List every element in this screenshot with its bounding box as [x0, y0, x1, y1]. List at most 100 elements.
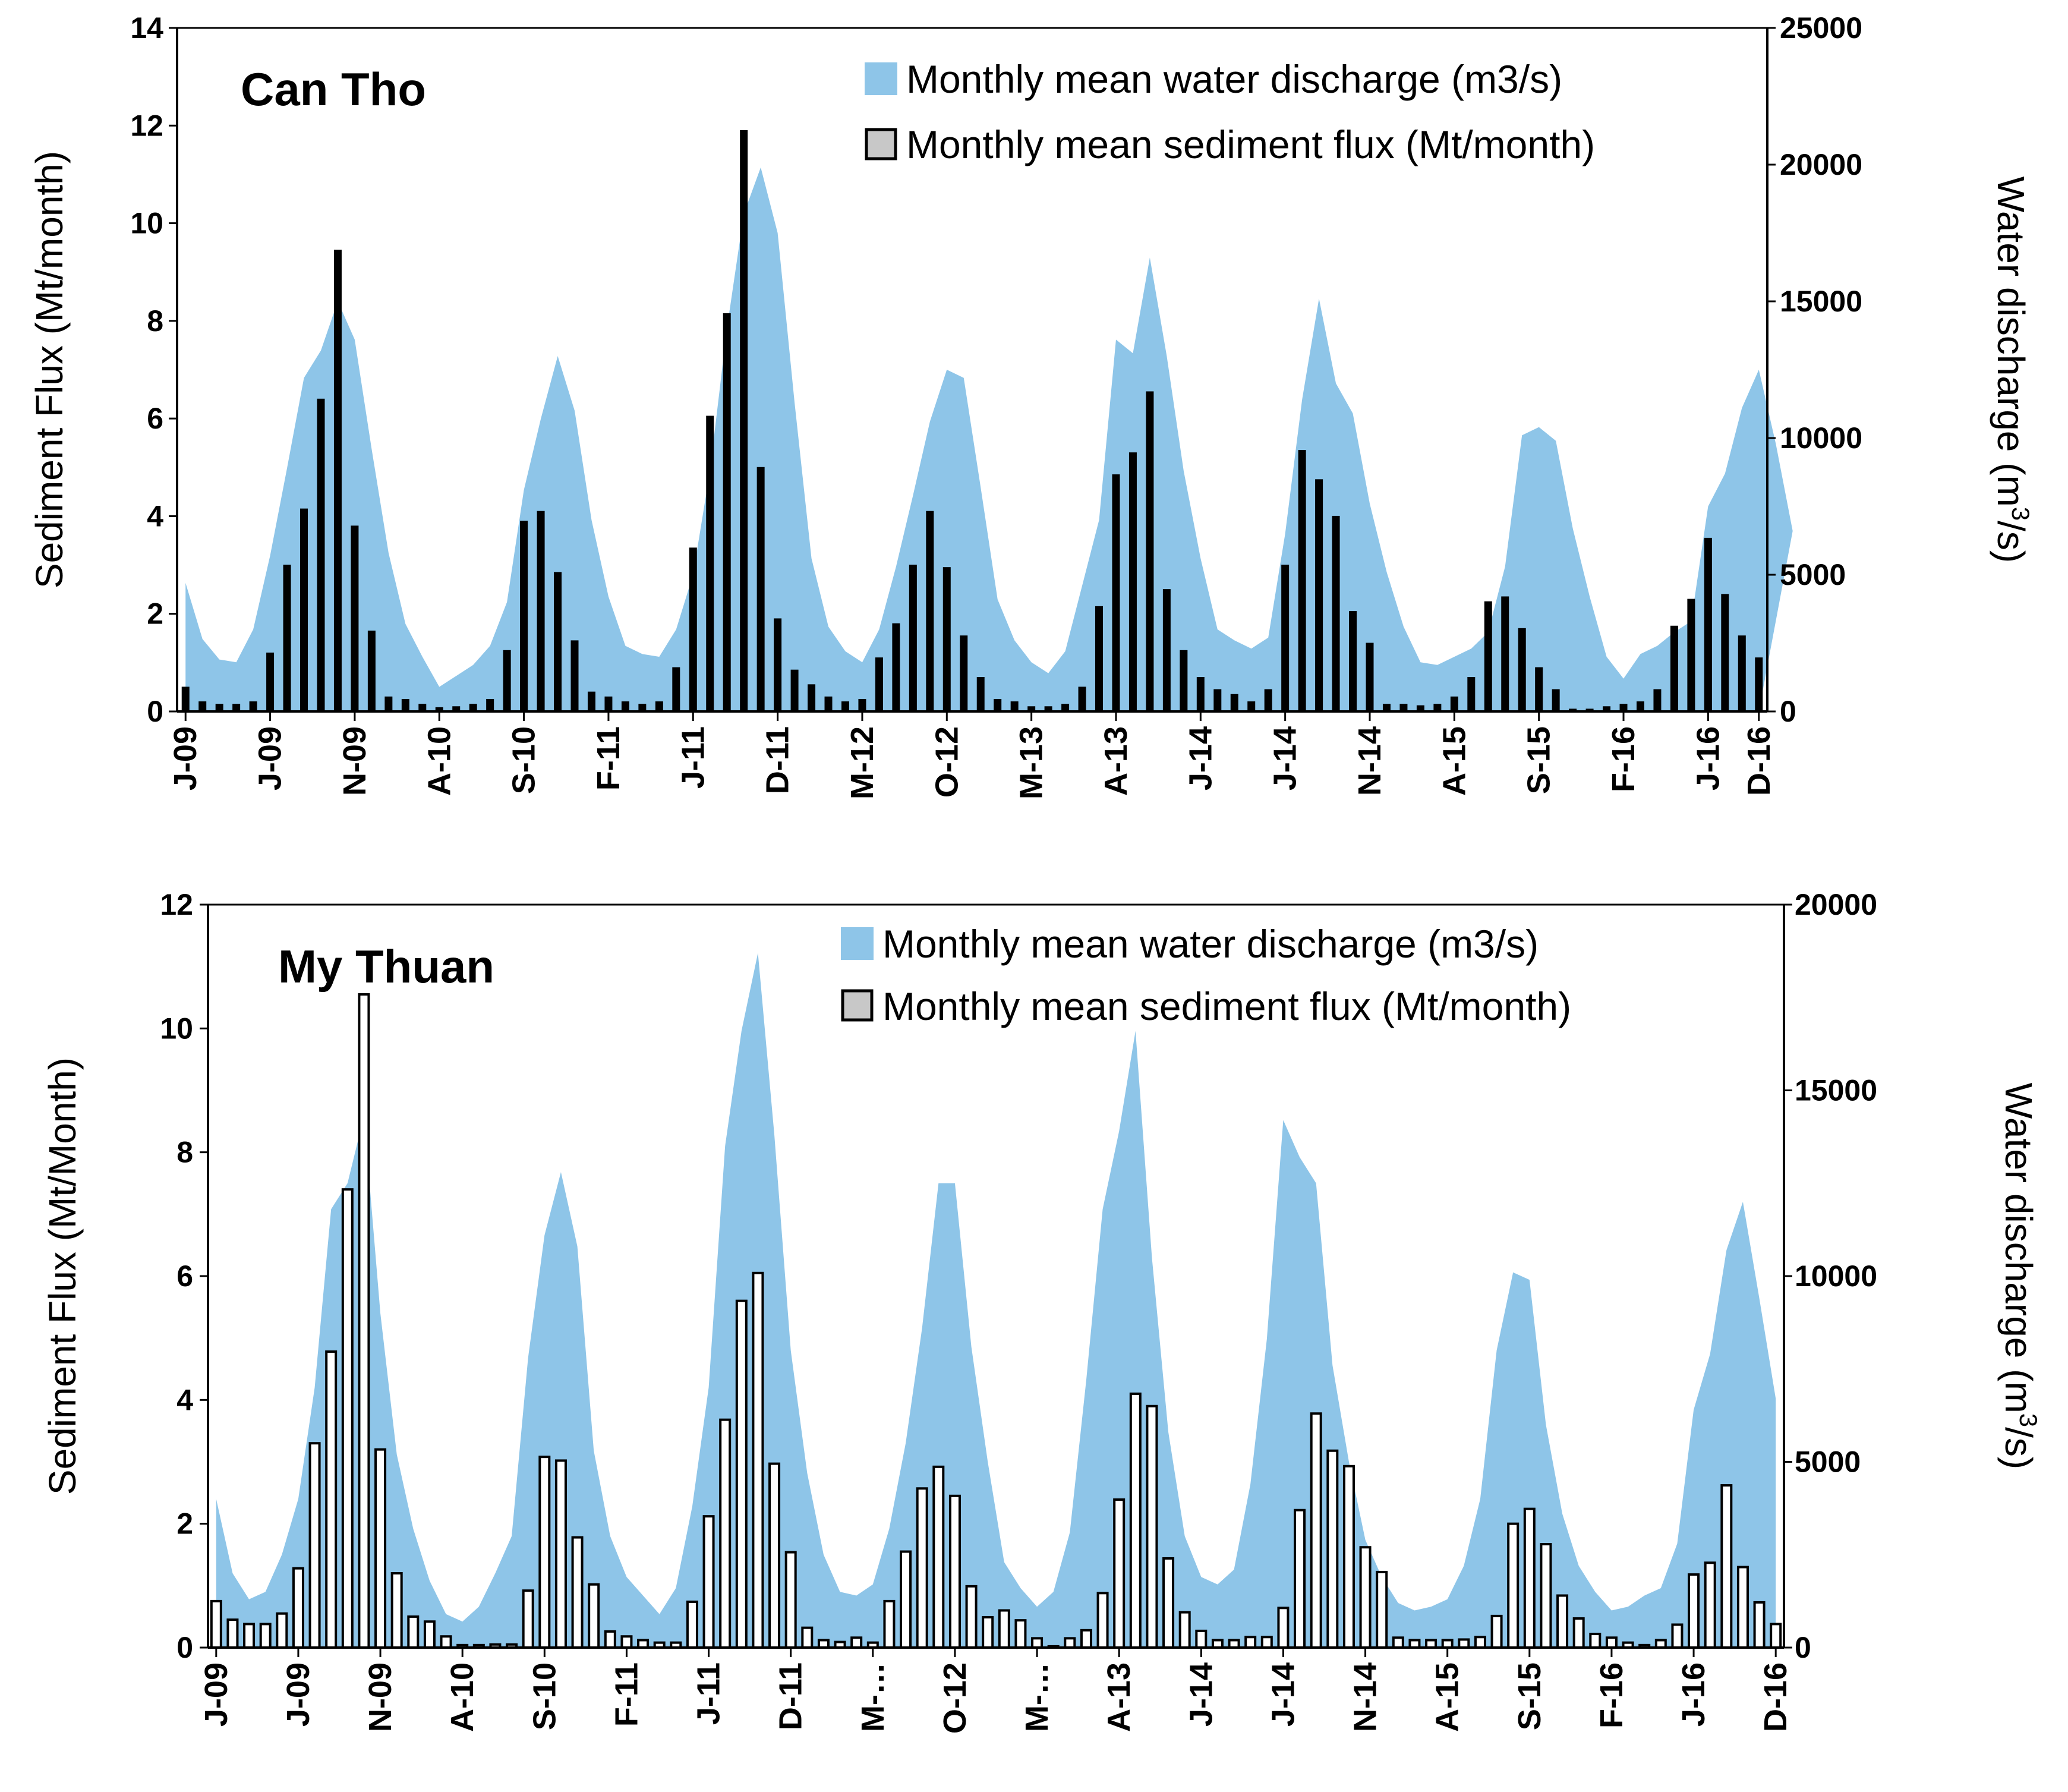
my-thuan-legend-sediment-label: Monthly mean sediment flux (Mt/month) — [882, 984, 1571, 1028]
can-tho-x-tick-label: J-14 — [1268, 726, 1303, 791]
can-tho-sediment-bar-Jan-12 — [790, 669, 799, 712]
can-tho-right-tick-label: 25000 — [1780, 11, 1862, 45]
my-thuan-sediment-bar-Aug-12 — [916, 1487, 928, 1649]
can-tho-sediment-bar-Jul-16 — [1704, 537, 1712, 712]
can-tho-legend-sediment-swatch — [865, 128, 897, 160]
can-tho-sediment-bar-Apr-14 — [1247, 701, 1256, 712]
can-tho-sediment-bar-Aug-15 — [1518, 628, 1526, 712]
can-tho-right-axis-title-suffix: /s) — [1990, 521, 2032, 563]
my-thuan-sediment-bar-Jan-09 — [210, 1599, 222, 1649]
can-tho-legend-discharge-label: Monthly mean water discharge (m3/s) — [906, 57, 1562, 101]
can-tho-x-tick-label: N-14 — [1352, 726, 1388, 796]
my-thuan-sediment-bar-Nov-12 — [965, 1585, 978, 1649]
my-thuan-sediment-bar-Mar-10 — [440, 1635, 452, 1649]
my-thuan-sediment-bar-May-14 — [1260, 1636, 1273, 1649]
can-tho-discharge-area — [185, 167, 1793, 712]
my-thuan-sediment-bar-Dec-09 — [390, 1572, 403, 1649]
my-thuan-x-tick-label: S-15 — [1512, 1662, 1547, 1730]
can-tho-chart: 0 2 4 6 8 10 12 14 0 5000 10000 15000 20000 25000 J-09… — [28, 11, 2035, 799]
can-tho-sediment-bar-Jul-10 — [486, 698, 494, 712]
can-tho-x-tick-label: O-12 — [929, 726, 964, 798]
can-tho-sediment-bar-Aug-10 — [503, 650, 511, 712]
my-thuan-sediment-bar-Feb-09 — [226, 1618, 239, 1649]
my-thuan-sediment-bar-Jul-11 — [702, 1515, 715, 1649]
can-tho-sediment-bar-Apr-12 — [841, 701, 849, 712]
can-tho-sediment-bar-Feb-09 — [198, 701, 207, 712]
can-tho-left-tick-label: 10 — [130, 207, 163, 240]
can-tho-sediment-bar-Jun-15 — [1484, 601, 1492, 712]
my-thuan-x-tick-label: A-13 — [1101, 1662, 1137, 1732]
my-thuan-sediment-bar-Oct-10 — [554, 1459, 567, 1649]
can-tho-right-axis-title-prefix: Water discharge (m — [1990, 177, 2032, 507]
can-tho-x-tick-label: D-16 — [1741, 726, 1777, 796]
my-thuan-chart: 0 2 4 6 8 10 12 0 5000 10000 15000 20000 J-09 J-09 N-0… — [41, 888, 2042, 1734]
my-thuan-x-tick-label: J-16 — [1676, 1662, 1711, 1727]
my-thuan-right-tick-label: 5000 — [1795, 1445, 1861, 1479]
my-thuan-x-tick-label: J-09 — [280, 1662, 316, 1727]
can-tho-x-tick-label: J-09 — [253, 726, 288, 791]
can-tho-sediment-bar-Sep-15 — [1535, 667, 1543, 712]
can-tho-sediment-bar-Nov-11 — [756, 467, 765, 712]
my-thuan-right-axis-title-sup: 3 — [2015, 1413, 2042, 1427]
can-tho-sediment-bar-Jul-09 — [283, 565, 291, 712]
my-thuan-sediment-bar-Jun-13 — [1080, 1629, 1092, 1649]
my-thuan-discharge-area — [216, 953, 1776, 1648]
can-tho-x-tick-label: A-10 — [421, 726, 457, 796]
my-thuan-sediment-bar-Dec-15 — [1572, 1617, 1585, 1649]
my-thuan-sediment-bar-Aug-11 — [719, 1418, 732, 1649]
can-tho-sediment-bar-Jul-15 — [1501, 596, 1509, 712]
my-thuan-sediment-bar-Feb-13 — [1014, 1619, 1027, 1649]
can-tho-sediment-bar-Jun-16 — [1687, 599, 1695, 712]
my-thuan-x-tick-label: F-11 — [609, 1662, 644, 1727]
can-tho-sediment-bar-Aug-14 — [1315, 479, 1323, 712]
can-tho-sediment-bar-Nov-13 — [1162, 589, 1171, 712]
my-thuan-sediment-bar-Dec-12 — [982, 1615, 994, 1649]
can-tho-sediment-bar-Oct-13 — [1146, 391, 1154, 712]
can-tho-sediment-bar-Jun-13 — [1078, 686, 1086, 712]
can-tho-sediment-bar-Jan-13 — [994, 698, 1002, 712]
my-thuan-sediment-bar-Nov-10 — [571, 1536, 584, 1649]
my-thuan-sediment-bar-Jun-12 — [883, 1599, 896, 1649]
my-thuan-sediment-bar-Aug-15 — [1507, 1522, 1520, 1649]
my-thuan-sediment-bar-Sep-12 — [932, 1465, 945, 1649]
can-tho-x-tick-label: N-09 — [337, 726, 373, 796]
can-tho-sediment-bar-Sep-11 — [723, 313, 731, 712]
can-tho-sediment-bar-Jan-09 — [181, 686, 190, 712]
can-tho-sediment-bar-Dec-10 — [570, 640, 579, 712]
my-thuan-sediment-bar-Jan-11 — [604, 1630, 616, 1649]
my-thuan-sediment-bar-Aug-09 — [325, 1350, 338, 1649]
can-tho-sediment-bar-Oct-14 — [1349, 611, 1357, 712]
my-thuan-sediment-bar-Feb-11 — [620, 1635, 633, 1649]
can-tho-sediment-bar-Jul-12 — [892, 623, 900, 712]
my-thuan-sediment-bar-Jul-09 — [308, 1442, 321, 1649]
my-thuan-sediment-bar-Jul-16 — [1688, 1573, 1700, 1649]
my-thuan-sediment-bar-Sep-11 — [735, 1299, 748, 1649]
my-thuan-sediment-bar-Sep-13 — [1129, 1392, 1142, 1649]
my-thuan-sediment-bar-May-15 — [1458, 1638, 1470, 1649]
my-thuan-sediment-bar-Jan-16 — [1589, 1633, 1602, 1649]
can-tho-sediment-bar-Jul-14 — [1298, 450, 1306, 712]
can-tho-left-tick-label: 6 — [147, 402, 163, 435]
my-thuan-station-title: My Thuan — [278, 940, 494, 993]
my-thuan-sediment-bar-Jan-13 — [998, 1609, 1010, 1649]
my-thuan-sediment-bar-Jul-14 — [1294, 1508, 1306, 1649]
can-tho-sediment-bar-Aug-09 — [300, 508, 308, 712]
my-thuan-sediment-bar-Jun-09 — [292, 1567, 304, 1649]
can-tho-sediment-bar-Oct-11 — [740, 130, 748, 712]
my-thuan-sediment-bar-Jan-14 — [1195, 1629, 1208, 1649]
can-tho-sediment-bar-Dec-11 — [774, 618, 782, 712]
my-thuan-sediment-bar-May-09 — [276, 1612, 288, 1649]
can-tho-sediment-bar-Sep-10 — [520, 521, 528, 712]
can-tho-sediment-bar-Jan-10 — [384, 696, 393, 712]
can-tho-sediment-bar-Mar-11 — [621, 701, 629, 712]
my-thuan-x-tick-label: O-12 — [937, 1662, 973, 1734]
can-tho-station-title: Can Tho — [241, 63, 426, 115]
can-tho-right-axis-title-sup: 3 — [2007, 507, 2035, 521]
can-tho-sediment-bar-Feb-11 — [604, 696, 613, 712]
can-tho-sediment-bar-Mar-12 — [824, 696, 833, 712]
my-thuan-right-tick-label: 0 — [1795, 1631, 1811, 1664]
my-thuan-x-tick-label: N-09 — [362, 1662, 398, 1732]
can-tho-x-tick-label: M-13 — [1014, 726, 1049, 799]
my-thuan-sediment-bar-Aug-13 — [1113, 1498, 1126, 1649]
can-tho-sediment-bar-May-14 — [1264, 689, 1272, 712]
